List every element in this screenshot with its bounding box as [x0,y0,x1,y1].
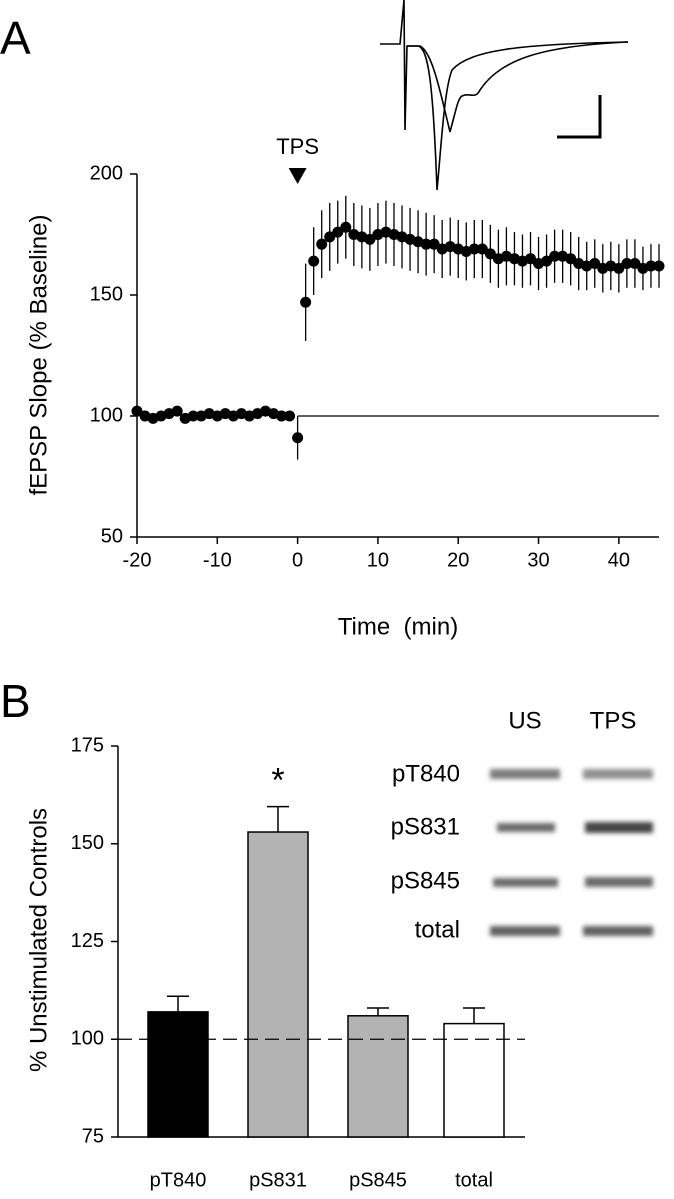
blot-row-label: pS831 [391,813,460,840]
y-tick-label: 100 [71,1028,104,1050]
data-point [565,253,577,265]
data-point [629,258,641,270]
blot-row-label: pT840 [392,760,460,787]
data-point [589,258,601,270]
data-point [292,432,304,444]
data-point [653,260,665,272]
annotation-label: TPS [276,134,319,159]
data-point [300,296,312,308]
data-point [476,243,488,255]
data-point [541,255,553,267]
data-point [332,226,344,238]
x-tick-label: 0 [292,549,303,571]
blot-image [490,769,653,936]
y-axis-title: % Unstimulated Controls [25,808,52,1072]
x-tick-label: total [455,1169,493,1191]
data-point [131,405,143,417]
data-point [364,233,376,245]
y-tick-label: 125 [71,930,104,952]
data-point [525,253,537,265]
x-tick-label: 10 [367,549,389,571]
y-tick-label: 100 [90,404,123,426]
data-point [468,243,480,255]
data-point [621,258,633,270]
data-point [171,405,183,417]
x-tick-label: pT840 [150,1169,207,1191]
panel-label: A [0,12,31,64]
bar [443,1022,505,1138]
y-axis-title: fEPSP Slope (% Baseline) [25,214,52,495]
blot-column-label: US [508,707,541,734]
data-point [420,238,432,250]
y-tick-label: 50 [101,525,123,547]
data-point [549,250,561,262]
x-tick-label: -10 [203,549,232,571]
panel-label: B [0,675,31,727]
data-point [428,238,440,250]
data-point [308,255,320,267]
data-point [316,238,328,250]
blot-row-label: pS845 [391,867,460,894]
trace-inset [380,0,629,191]
data-point [340,221,352,233]
x-tick-label: 30 [527,549,549,571]
x-tick-label: 20 [447,549,469,571]
x-axis-title: Time (min) [338,613,458,640]
x-tick-label: 40 [608,549,630,571]
data-point [324,231,336,243]
x-tick-label: pS831 [249,1169,307,1191]
data-point [276,410,288,422]
data-point [484,248,496,260]
x-tick-label: -20 [123,549,152,571]
data-point [613,262,625,274]
y-tick-label: 175 [71,734,104,756]
significance-marker: * [271,762,284,800]
blot-column-label: TPS [590,707,637,734]
data-point [645,260,657,272]
x-tick-label: pS845 [349,1169,407,1191]
y-tick-label: 150 [90,283,123,305]
y-tick-label: 150 [71,832,104,854]
bar [347,1015,409,1138]
bar [147,1011,209,1138]
annotation-arrow [288,168,307,184]
data-point [187,410,199,422]
y-tick-label: 75 [82,1125,104,1147]
data-point [284,410,296,422]
bar [247,831,309,1138]
blot-row-label: total [415,916,460,943]
y-tick-label: 200 [90,162,123,184]
